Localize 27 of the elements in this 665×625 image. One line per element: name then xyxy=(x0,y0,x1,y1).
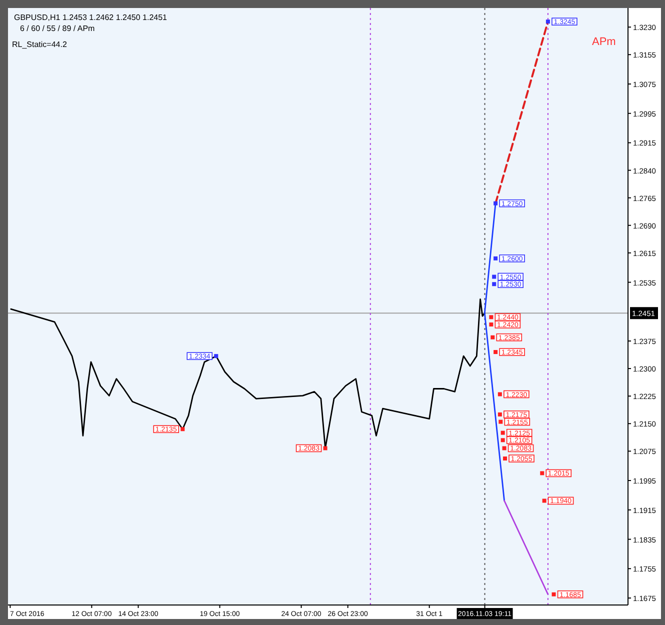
point xyxy=(498,412,502,416)
point xyxy=(542,498,546,503)
point xyxy=(489,315,494,320)
point xyxy=(494,256,498,260)
point xyxy=(503,456,508,461)
point xyxy=(498,420,503,424)
point xyxy=(214,354,218,358)
point xyxy=(494,350,498,354)
point xyxy=(323,446,328,450)
point xyxy=(500,430,505,435)
point xyxy=(502,446,506,450)
text: 6 / 60 / 55 / 89 / APm xyxy=(20,24,96,33)
point xyxy=(490,335,495,340)
text: GBPUSD,H1 1.2453 1.2462 1.2450 1.2451 xyxy=(14,13,168,22)
annotation: RL_Static=44.2 xyxy=(12,40,68,49)
point xyxy=(546,20,550,24)
point xyxy=(492,282,496,286)
point xyxy=(540,471,544,476)
point xyxy=(500,438,505,442)
line-series xyxy=(10,298,486,449)
point xyxy=(498,392,502,396)
point xyxy=(494,201,498,206)
annotation: APm xyxy=(592,36,616,48)
point xyxy=(489,322,494,326)
point xyxy=(180,427,185,432)
point xyxy=(552,592,556,596)
point xyxy=(492,274,496,279)
